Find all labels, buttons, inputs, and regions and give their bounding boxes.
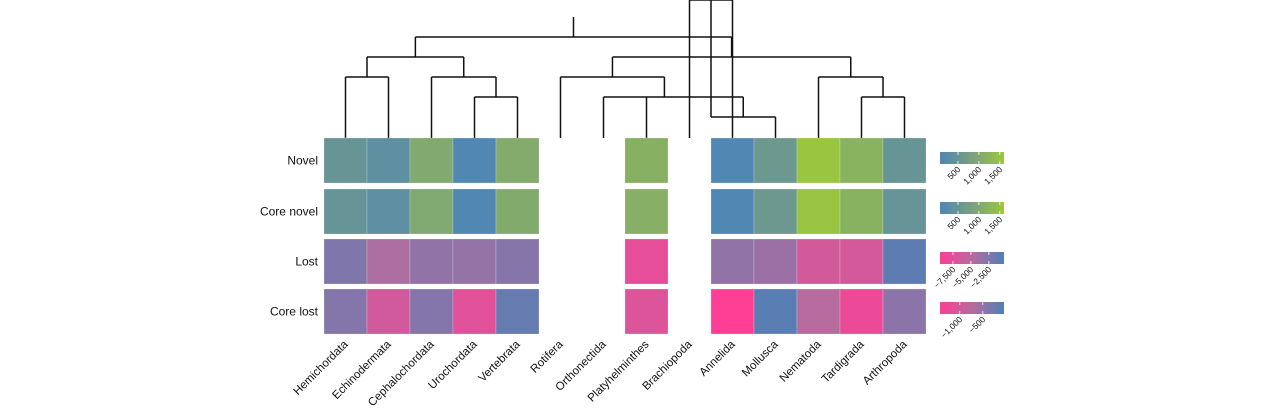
legend-tick-label: 500: [945, 214, 962, 231]
legend-colorbar: [940, 302, 1004, 314]
heatmap-cell: [624, 288, 669, 335]
column-label: Vertebrata: [477, 338, 523, 384]
legend-tick-label: 1,500: [982, 214, 1004, 236]
heatmap-cell: [624, 137, 669, 184]
column-label: Rotifera: [529, 338, 566, 375]
row-label: Lost: [295, 255, 318, 269]
heatmap-cells: [323, 137, 927, 335]
heatmap-cell: [753, 188, 798, 235]
legend-tick-label: 1,000: [961, 164, 983, 186]
heatmap-cell: [366, 238, 411, 285]
legend-colorbar: [940, 152, 1004, 164]
column-label: Nematoda: [778, 338, 824, 384]
heatmap-cell: [409, 137, 454, 184]
heatmap-cell: [409, 238, 454, 285]
heatmap-cell: [882, 188, 927, 235]
column-label: Annelida: [697, 338, 738, 379]
heatmap-cell: [323, 288, 368, 335]
heatmap-cell: [753, 238, 798, 285]
heatmap-cell: [366, 137, 411, 184]
heatmap-cell: [753, 288, 798, 335]
legend-tick-label: 1,500: [982, 164, 1004, 186]
heatmap-cell: [495, 137, 540, 184]
dendrogram: [344, 0, 906, 138]
heatmap-cell: [495, 238, 540, 285]
legend-colorbar: [940, 202, 1004, 214]
heatmap-cell: [882, 238, 927, 285]
heatmap-cell: [839, 288, 884, 335]
heatmap-cell: [796, 288, 841, 335]
heatmap-cell: [882, 137, 927, 184]
row-labels: Novel Core novel Lost Core lost: [260, 154, 319, 319]
heatmap-cell: [452, 188, 497, 235]
legend-tick-label: −1,000: [939, 314, 965, 340]
heatmap-cell: [452, 137, 497, 184]
heatmap-cell: [366, 188, 411, 235]
column-label: Mollusca: [740, 338, 781, 379]
heatmap-cell: [323, 188, 368, 235]
heatmap-cell: [710, 238, 755, 285]
heatmap-cell: [624, 188, 669, 235]
heatmap-cell: [796, 137, 841, 184]
legend-tick-label: 1,000: [961, 214, 983, 236]
heatmap-cell: [409, 288, 454, 335]
legend-colorbar: [940, 252, 1004, 264]
legend-tick-label: 500: [945, 164, 962, 181]
color-legends: 5001,0001,5005001,0001,500−7,500−5,000−2…: [932, 152, 1004, 340]
heatmap-cell: [710, 188, 755, 235]
heatmap-cell: [839, 188, 884, 235]
heatmap-cell: [753, 137, 798, 184]
heatmap-cell: [796, 188, 841, 235]
heatmap-cell: [796, 238, 841, 285]
heatmap-cell: [452, 238, 497, 285]
heatmap-cell: [495, 188, 540, 235]
row-label: Core lost: [270, 305, 319, 319]
heatmap-cell: [323, 238, 368, 285]
heatmap-cell: [452, 288, 497, 335]
column-label: Arthropoda: [861, 338, 910, 387]
heatmap-cell: [710, 288, 755, 335]
legend-tick-label: −500: [967, 314, 988, 335]
heatmap-cell: [839, 137, 884, 184]
heatmap-cell: [839, 238, 884, 285]
heatmap-cell: [882, 288, 927, 335]
heatmap-cell: [624, 238, 669, 285]
heatmap-cell: [710, 137, 755, 184]
heatmap-cell: [323, 137, 368, 184]
heatmap-cell: [409, 188, 454, 235]
heatmap-cell: [495, 288, 540, 335]
row-label: Novel: [287, 154, 318, 168]
row-label: Core novel: [260, 205, 318, 219]
column-labels: HemichordataEchinodermataCephalochordata…: [292, 338, 911, 409]
heatmap-cell: [366, 288, 411, 335]
